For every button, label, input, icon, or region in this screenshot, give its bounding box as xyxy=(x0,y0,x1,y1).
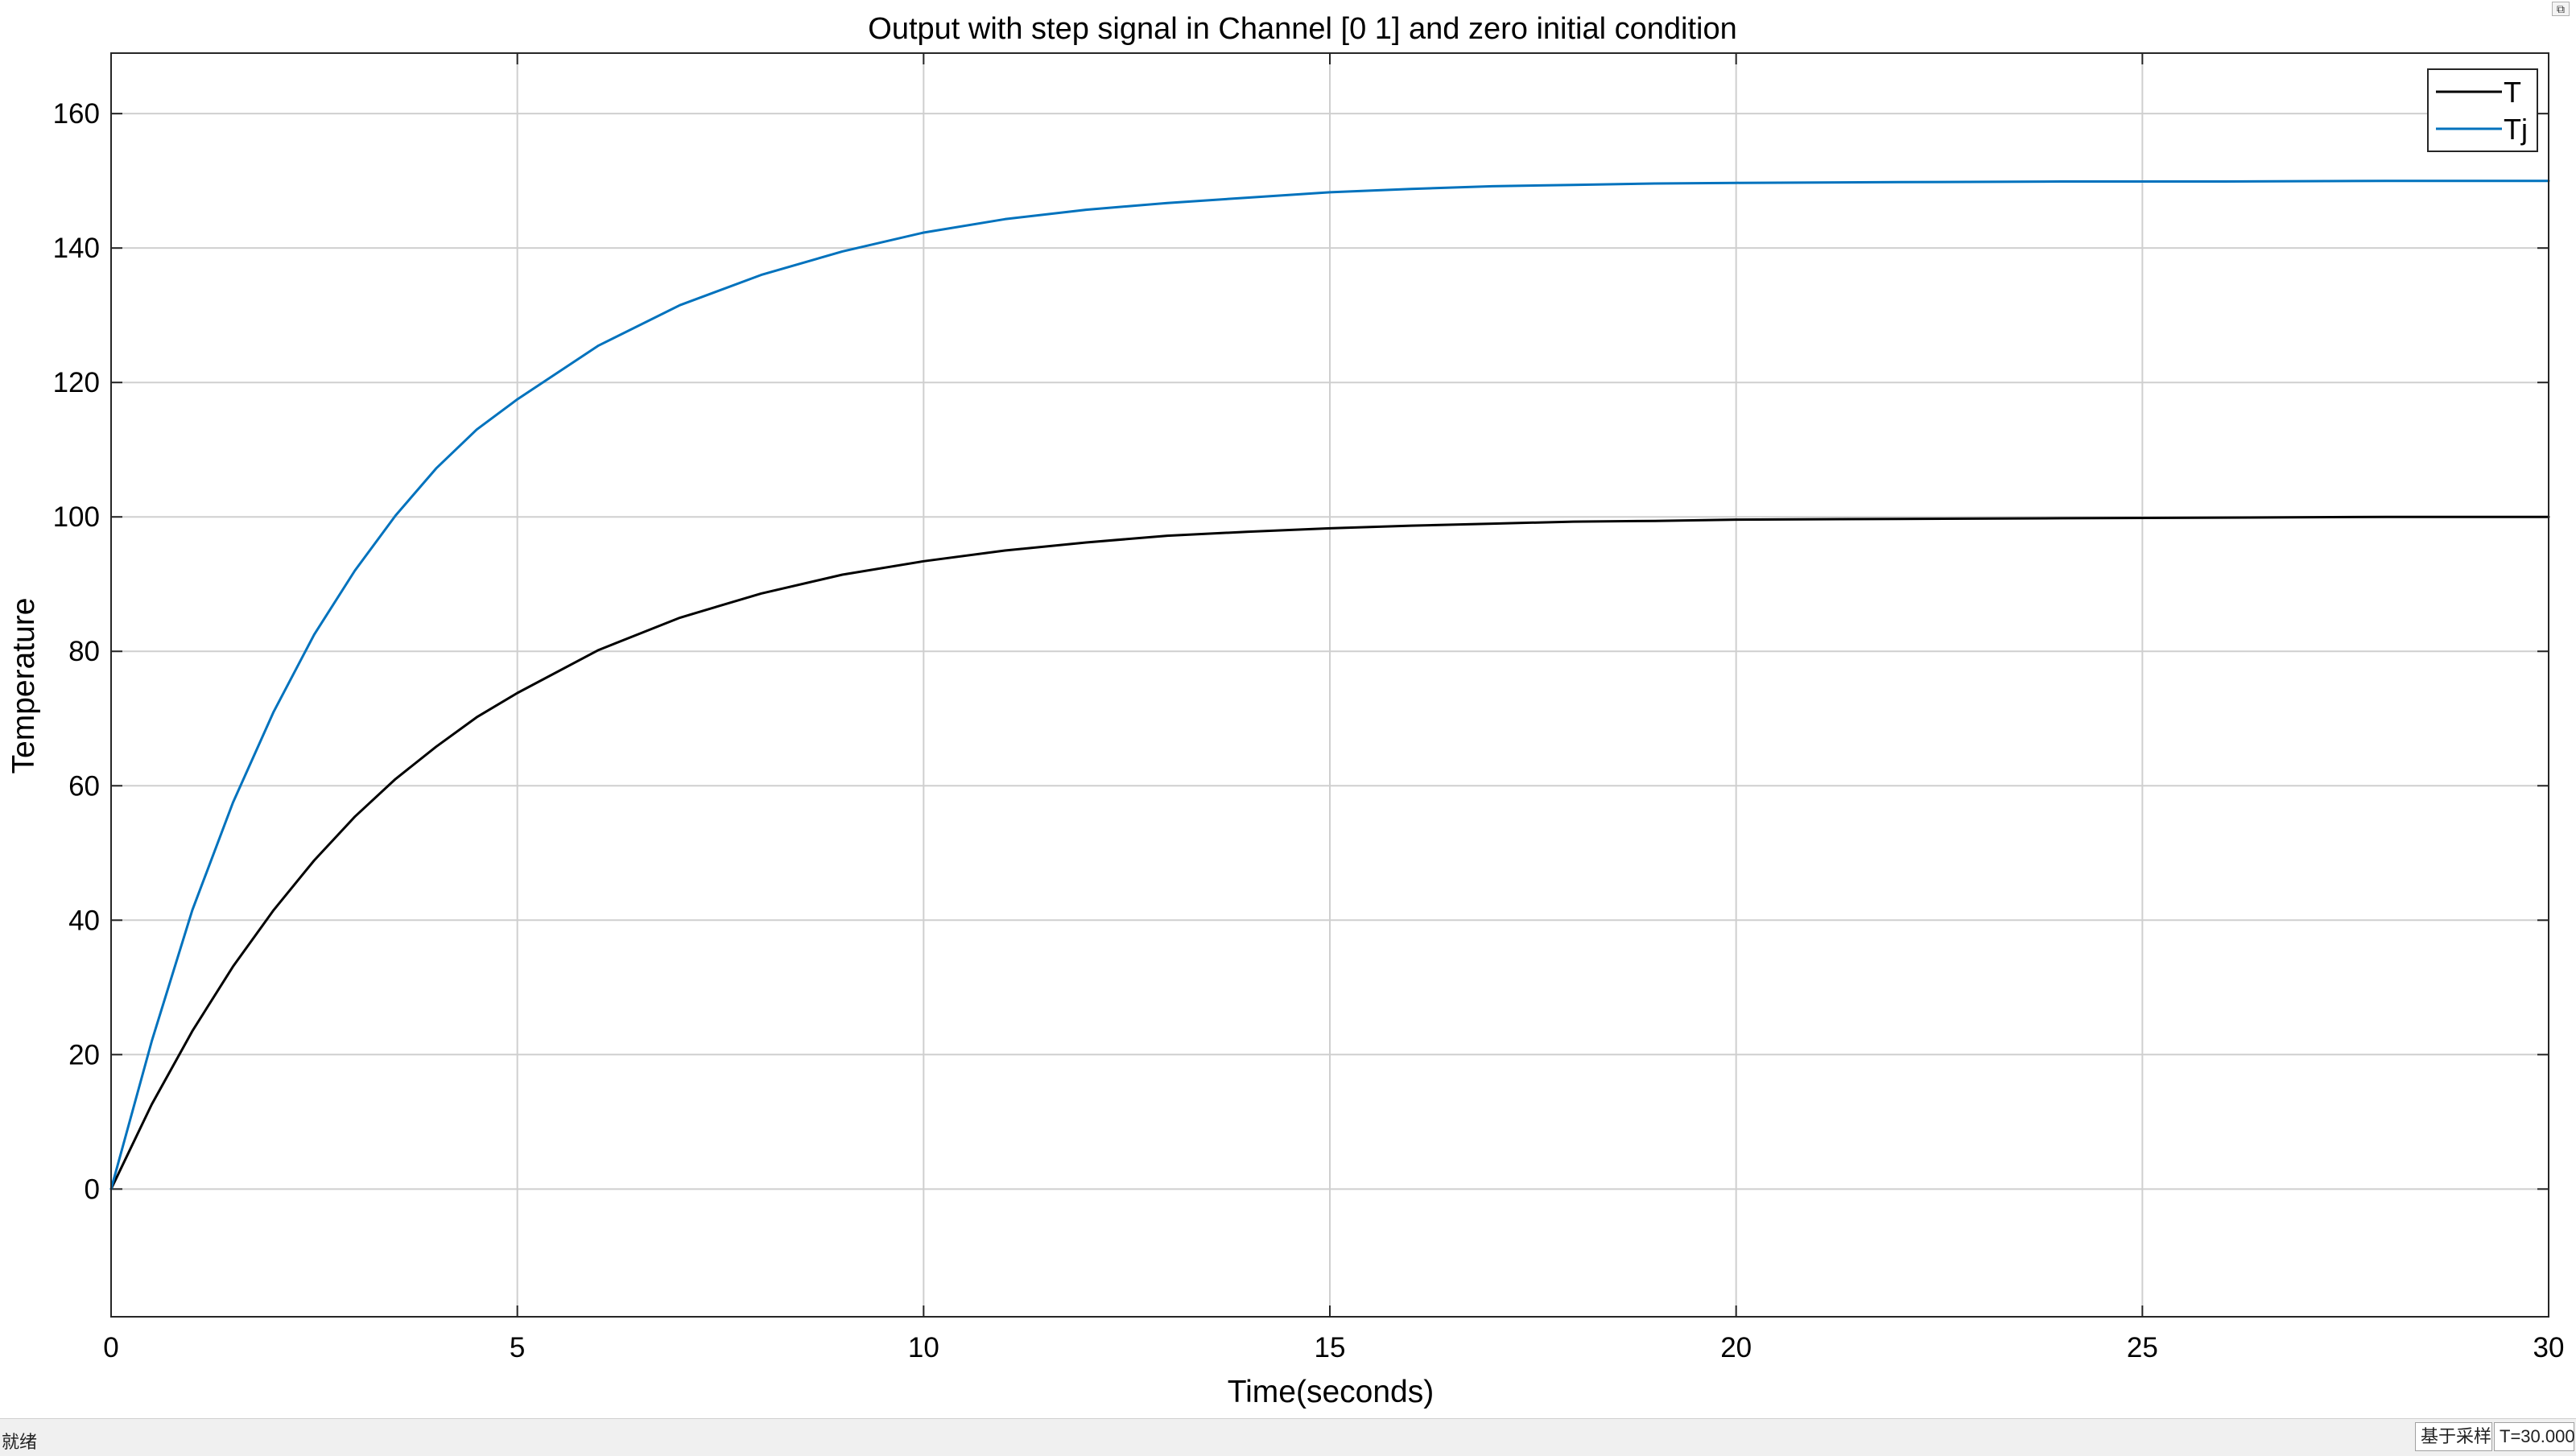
status-time: T=30.000 xyxy=(2494,1422,2575,1451)
status-bar: 就绪 基于采样 T=30.000 xyxy=(0,1418,2576,1456)
restore-button[interactable]: ⧉ xyxy=(2552,2,2570,16)
axes-frame xyxy=(110,52,2549,1318)
status-state: 就绪 xyxy=(2,1432,38,1452)
y-axis-label: Temperature xyxy=(6,598,41,774)
legend-box xyxy=(2427,68,2538,152)
x-tick-label: 25 xyxy=(2127,1332,2158,1363)
y-tick-label: 20 xyxy=(68,1039,100,1070)
chart-figure: 0 5 10 15 20 25 30 0 20 40 60 80 100 120 140 160 Output… xyxy=(0,0,2576,1418)
legend: T Tj xyxy=(2427,68,2538,152)
y-tick-label: 140 xyxy=(53,233,100,264)
tick-labels: 0 5 10 15 20 25 30 0 20 40 60 80 100 120 140 160 xyxy=(53,53,2565,1363)
x-tick-label: 20 xyxy=(1720,1332,1752,1363)
figure-background xyxy=(0,0,2576,1418)
restore-icon: ⧉ xyxy=(2557,2,2565,15)
status-mode: 基于采样 xyxy=(2415,1422,2492,1451)
x-tick-label: 15 xyxy=(1315,1332,1346,1363)
x-tick-label: 0 xyxy=(103,1332,118,1363)
x-tick-label: 5 xyxy=(510,1332,525,1363)
y-tick-label: 160 xyxy=(53,98,100,130)
y-tick-label: 120 xyxy=(53,367,100,398)
y-tick-label: 80 xyxy=(68,636,100,667)
y-tick-label: 60 xyxy=(68,770,100,802)
x-tick-label: 10 xyxy=(908,1332,939,1363)
legend-label: Tj xyxy=(2504,113,2528,146)
grid xyxy=(111,53,2549,1317)
series-line-tj xyxy=(109,179,2550,1190)
legend-label: T xyxy=(2504,76,2521,109)
chart-title: Output with step signal in Channel [0 1]… xyxy=(868,12,1736,46)
x-tick-label: 30 xyxy=(2533,1332,2565,1363)
y-tick-label: 100 xyxy=(53,501,100,533)
y-tick-label: 40 xyxy=(68,905,100,936)
x-axis-label: Time(seconds) xyxy=(1228,1375,1434,1409)
y-tick-label: 0 xyxy=(85,1173,100,1205)
data-series xyxy=(109,179,2550,1190)
series-line-t xyxy=(109,515,2550,1190)
